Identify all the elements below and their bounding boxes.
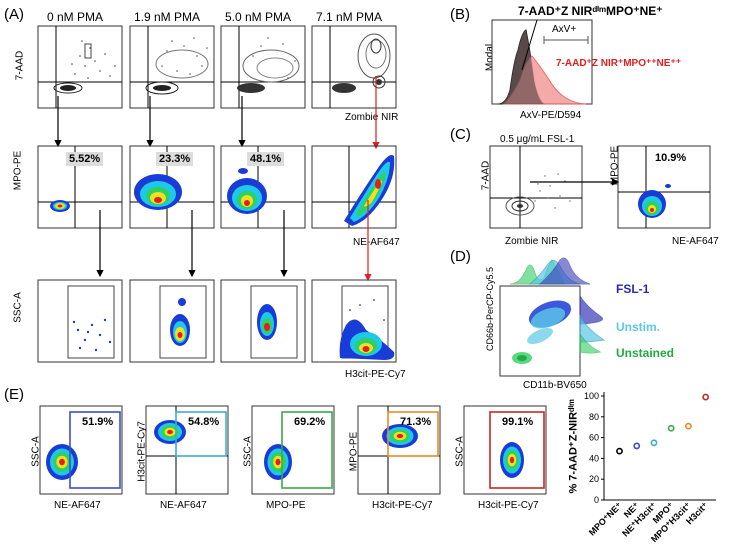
panel-e-xlabel-2: NE-AF647 (160, 500, 207, 511)
panel-b-xlabel: AxV-PE/D594 (520, 110, 582, 121)
panel-e-ylabel-4: MPO-PE (348, 431, 360, 472)
panel-c-left-xlabel: Zombie NIR (505, 236, 559, 247)
panel-e-plot-5 (463, 405, 547, 495)
row3-plot-7-1nm (311, 279, 397, 363)
row3-xlabel: H3cit-PE-Cy7 (345, 369, 406, 380)
panel-d-legend-fsl1: FSL-1 (616, 282, 650, 296)
panel-e-ylabel-5: SSC-A (454, 436, 466, 467)
chart-point-3 (650, 439, 658, 447)
row1-xlabel: Zombie NIR (345, 112, 399, 123)
row2-to-row3-arrows (96, 200, 372, 282)
row2-percent-1-9nm: 23.3% (156, 152, 194, 166)
row2-plot-7-1nm (311, 145, 397, 229)
chart-ytick-label-100: 100 (584, 391, 599, 401)
panel-d-legend-unstained: Unstained (616, 346, 675, 360)
panel-d-xlabel: CD11b-BV650 (523, 380, 587, 391)
panel-b-red-label: 7-AAD⁺Z NIR⁺MPO⁺⁺NE⁺⁺ (556, 58, 682, 69)
panel-c-percent: 10.9% (655, 152, 687, 164)
panel-e-xlabel-1: NE-AF647 (54, 500, 101, 511)
row2-density-plots (37, 145, 397, 229)
row1-ylabel: 7-AAD (14, 50, 26, 81)
row2-percent-5-0nm: 48.1% (247, 152, 285, 166)
chart-ytick-label-60: 60 (589, 433, 599, 443)
row3-ylabel: SSC-A (12, 292, 24, 323)
panel-e-xlabel-5: H3cit-PE-Cy7 (478, 500, 539, 511)
row3-density-plots (37, 279, 397, 363)
panel-c-label: (C) (450, 126, 471, 143)
column-title-0nm: 0 nM PMA (46, 10, 103, 24)
row3-plot-1-9nm (129, 279, 215, 363)
panel-c-right-plot (617, 145, 711, 229)
panel-e-percent-1: 51.9% (82, 416, 114, 428)
chart-point-5 (685, 422, 692, 430)
panel-c-left-plot (489, 145, 583, 229)
panel-b-label: (B) (450, 6, 470, 23)
panel-c-right-xlabel: NE-AF647 (672, 236, 719, 247)
panel-e-xlabel-4: H3cit-PE-Cy7 (372, 500, 433, 511)
row2-plot-5-0nm (220, 145, 306, 229)
panel-e-plot-2 (145, 405, 229, 495)
chart-point-1 (616, 447, 623, 455)
chart-ytick-label-0: 0 (594, 495, 599, 505)
panel-e-ylabel-2: H3cit-PE-Cy7 (136, 421, 148, 482)
row1-plot-7-1nm (311, 25, 397, 109)
row1-plot-1-9nm (129, 25, 215, 109)
panel-d-ylabel: CD66b-PerCP-Cy5.5 (485, 266, 495, 352)
panel-e-percent-5: 99.1% (502, 416, 534, 428)
panel-e-ylabel-1: SSC-A (30, 436, 42, 467)
row2-ylabel: MPO-PE (12, 150, 24, 191)
panel-e-percent-2: 54.8% (188, 416, 220, 428)
panel-e-percent-3: 69.2% (294, 416, 326, 428)
row3-plot-0nm (37, 279, 123, 363)
panel-d-overlay (499, 257, 606, 377)
panel-e-ylabel-3: SSC-A (242, 436, 254, 467)
panel-e-plot-3 (251, 405, 335, 495)
chart-ylabel: % 7-AAD⁺Z-NIRᵈⁱᵐ (567, 399, 580, 494)
panel-b-gate-label: AxV+ (552, 24, 577, 35)
panel-e-label: (E) (4, 386, 24, 403)
row1-contour-plots (37, 25, 397, 109)
column-title-5-0nm: 5.0 nM PMA (224, 10, 292, 24)
row1-plot-0nm (37, 25, 123, 109)
panel-c-title: 0.5 μg/mL FSL-1 (500, 134, 575, 145)
panel-e-xlabel-3: MPO-PE (266, 500, 306, 511)
panel-c-plots (489, 145, 711, 229)
panel-a-label: (A) (4, 6, 24, 23)
row2-xlabel: NE-AF647 (353, 237, 400, 248)
panel-b-title: 7-AAD⁺Z NIRᵈⁱᵐMPO⁺NE⁺ (518, 4, 663, 18)
panel-e-percent-4: 71.3% (400, 416, 432, 428)
chart-point-4 (667, 424, 675, 432)
panel-e-plot-1 (39, 405, 123, 495)
chart-point-6 (702, 393, 710, 401)
chart-ytick-label-80: 80 (589, 412, 599, 422)
column-title-1-9nm: 1.9 nM PMA (133, 10, 201, 24)
chart-ytick-label-20: 20 (589, 474, 599, 484)
panel-d-label: (D) (450, 248, 471, 265)
column-title-7-1nm: 7.1 nM PMA (315, 10, 383, 24)
row2-plot-1-9nm (129, 145, 215, 229)
row3-plot-5-0nm (220, 279, 306, 363)
chart-xtick-label-1: MPO⁺NE⁺ (587, 500, 624, 537)
panel-e-plot-4 (357, 405, 441, 495)
row1-plot-5-0nm (220, 25, 306, 109)
chart-point-2 (633, 442, 641, 450)
chart-ytick-label-40: 40 (589, 453, 599, 463)
panel-b-histogram (491, 19, 593, 105)
panel-d-legend-unstim: Unstim. (616, 320, 661, 334)
row1-to-row2-arrows (54, 76, 380, 150)
row2-percent-0nm: 5.52% (66, 152, 104, 166)
